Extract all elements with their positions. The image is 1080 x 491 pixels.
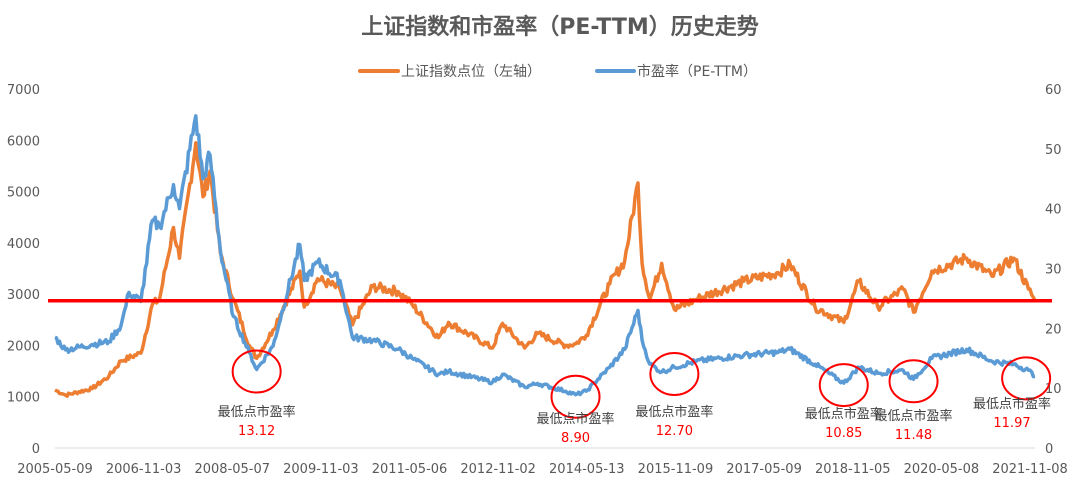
annotation-label: 最低点市盈率 [973,396,1051,412]
lowest-pe-circle [1001,356,1052,401]
lowest-pe-circle [888,359,939,404]
y-left-tick-label: 2000 [7,339,40,354]
x-tick-label: 2012-11-02 [460,462,536,477]
y-axis-left: 0 1000 2000 3000 4000 5000 6000 7000 [7,83,40,457]
annotation-label: 最低点市盈率 [805,406,883,422]
x-tick-label: 2021-11-08 [992,462,1068,477]
annotation-label: 最低点市盈率 [635,404,713,420]
y-left-tick-label: 6000 [7,134,40,149]
y-left-tick-label: 4000 [7,237,40,252]
x-tick-label: 2014-05-13 [549,462,625,477]
lowest-pe-circle [818,363,869,408]
series-line-index [54,141,1037,398]
annotation-label: 最低点市盈率 [875,408,953,424]
x-tick-label: 2006-11-03 [106,462,182,477]
y-right-tick-label: 40 [1045,203,1062,218]
plot-area [48,114,1052,398]
annotation-label: 最低点市盈率 [218,404,296,420]
lowest-pe-circle [550,374,601,419]
x-tick-label: 2005-05-09 [17,462,93,477]
annotation-value: 11.97 [993,416,1030,431]
legend-label-pe: 市盈率（PE-TTM） [637,63,757,80]
y-right-tick-label: 30 [1045,263,1062,278]
annotation-value: 8.90 [561,431,590,446]
y-left-tick-label: 3000 [7,288,40,303]
y-right-tick-label: 50 [1045,143,1062,158]
y-right-tick-label: 60 [1045,83,1062,98]
y-right-tick-label: 0 [1045,442,1053,457]
y-left-tick-label: 7000 [7,83,40,98]
x-tick-label: 2011-05-06 [372,462,448,477]
x-axis-ticks: 2005-05-09 2006-11-03 2008-05-07 2009-11-03… [17,462,1068,477]
y-left-tick-label: 0 [32,442,40,457]
annotations: 最低点市盈率 13.12 最低点市盈率 8.90 最低点市盈率 12.70 最低点市盈率 10… [218,349,1052,446]
series-line-pe [54,114,1036,397]
x-tick-label: 2018-11-05 [815,462,891,477]
x-tick-label: 2015-11-09 [638,462,714,477]
x-tick-label: 2020-05-08 [904,462,980,477]
x-tick-label: 2009-11-03 [283,462,359,477]
y-left-tick-label: 5000 [7,186,40,201]
lowest-pe-circle [649,352,700,397]
x-tick-label: 2008-05-07 [194,462,270,477]
y-right-tick-label: 20 [1045,322,1062,337]
annotation-value: 11.48 [895,428,932,443]
annotation-value: 12.70 [656,424,693,439]
lowest-pe-circle [231,349,282,394]
legend: 上证指数点位（左轴） 市盈率（PE-TTM） [358,63,757,80]
y-left-tick-label: 1000 [7,391,40,406]
annotation-value: 13.12 [238,424,275,439]
x-tick-label: 2017-05-09 [726,462,802,477]
legend-label-index: 上证指数点位（左轴） [401,64,541,80]
annotation-label: 最低点市盈率 [537,411,615,427]
chart-title: 上证指数和市盈率（PE-TTM）历史走势 [361,14,758,40]
annotation-value: 10.85 [825,426,862,441]
